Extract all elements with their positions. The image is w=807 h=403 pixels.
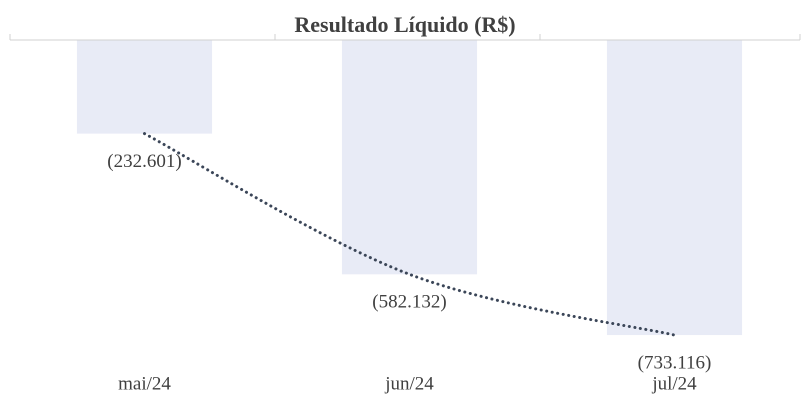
- data-label: (232.601): [107, 151, 181, 172]
- bar: [341, 40, 478, 275]
- x-tick-label: jun/24: [384, 373, 434, 394]
- chart-title: Resultado Líquido (R$): [294, 12, 515, 37]
- trendline: [143, 132, 676, 337]
- bar: [76, 40, 213, 134]
- data-label: (733.116): [638, 352, 712, 373]
- bar: [606, 40, 743, 336]
- data-label: (582.132): [372, 292, 446, 313]
- x-tick-label: jul/24: [651, 373, 697, 394]
- x-tick-label: mai/24: [118, 373, 171, 394]
